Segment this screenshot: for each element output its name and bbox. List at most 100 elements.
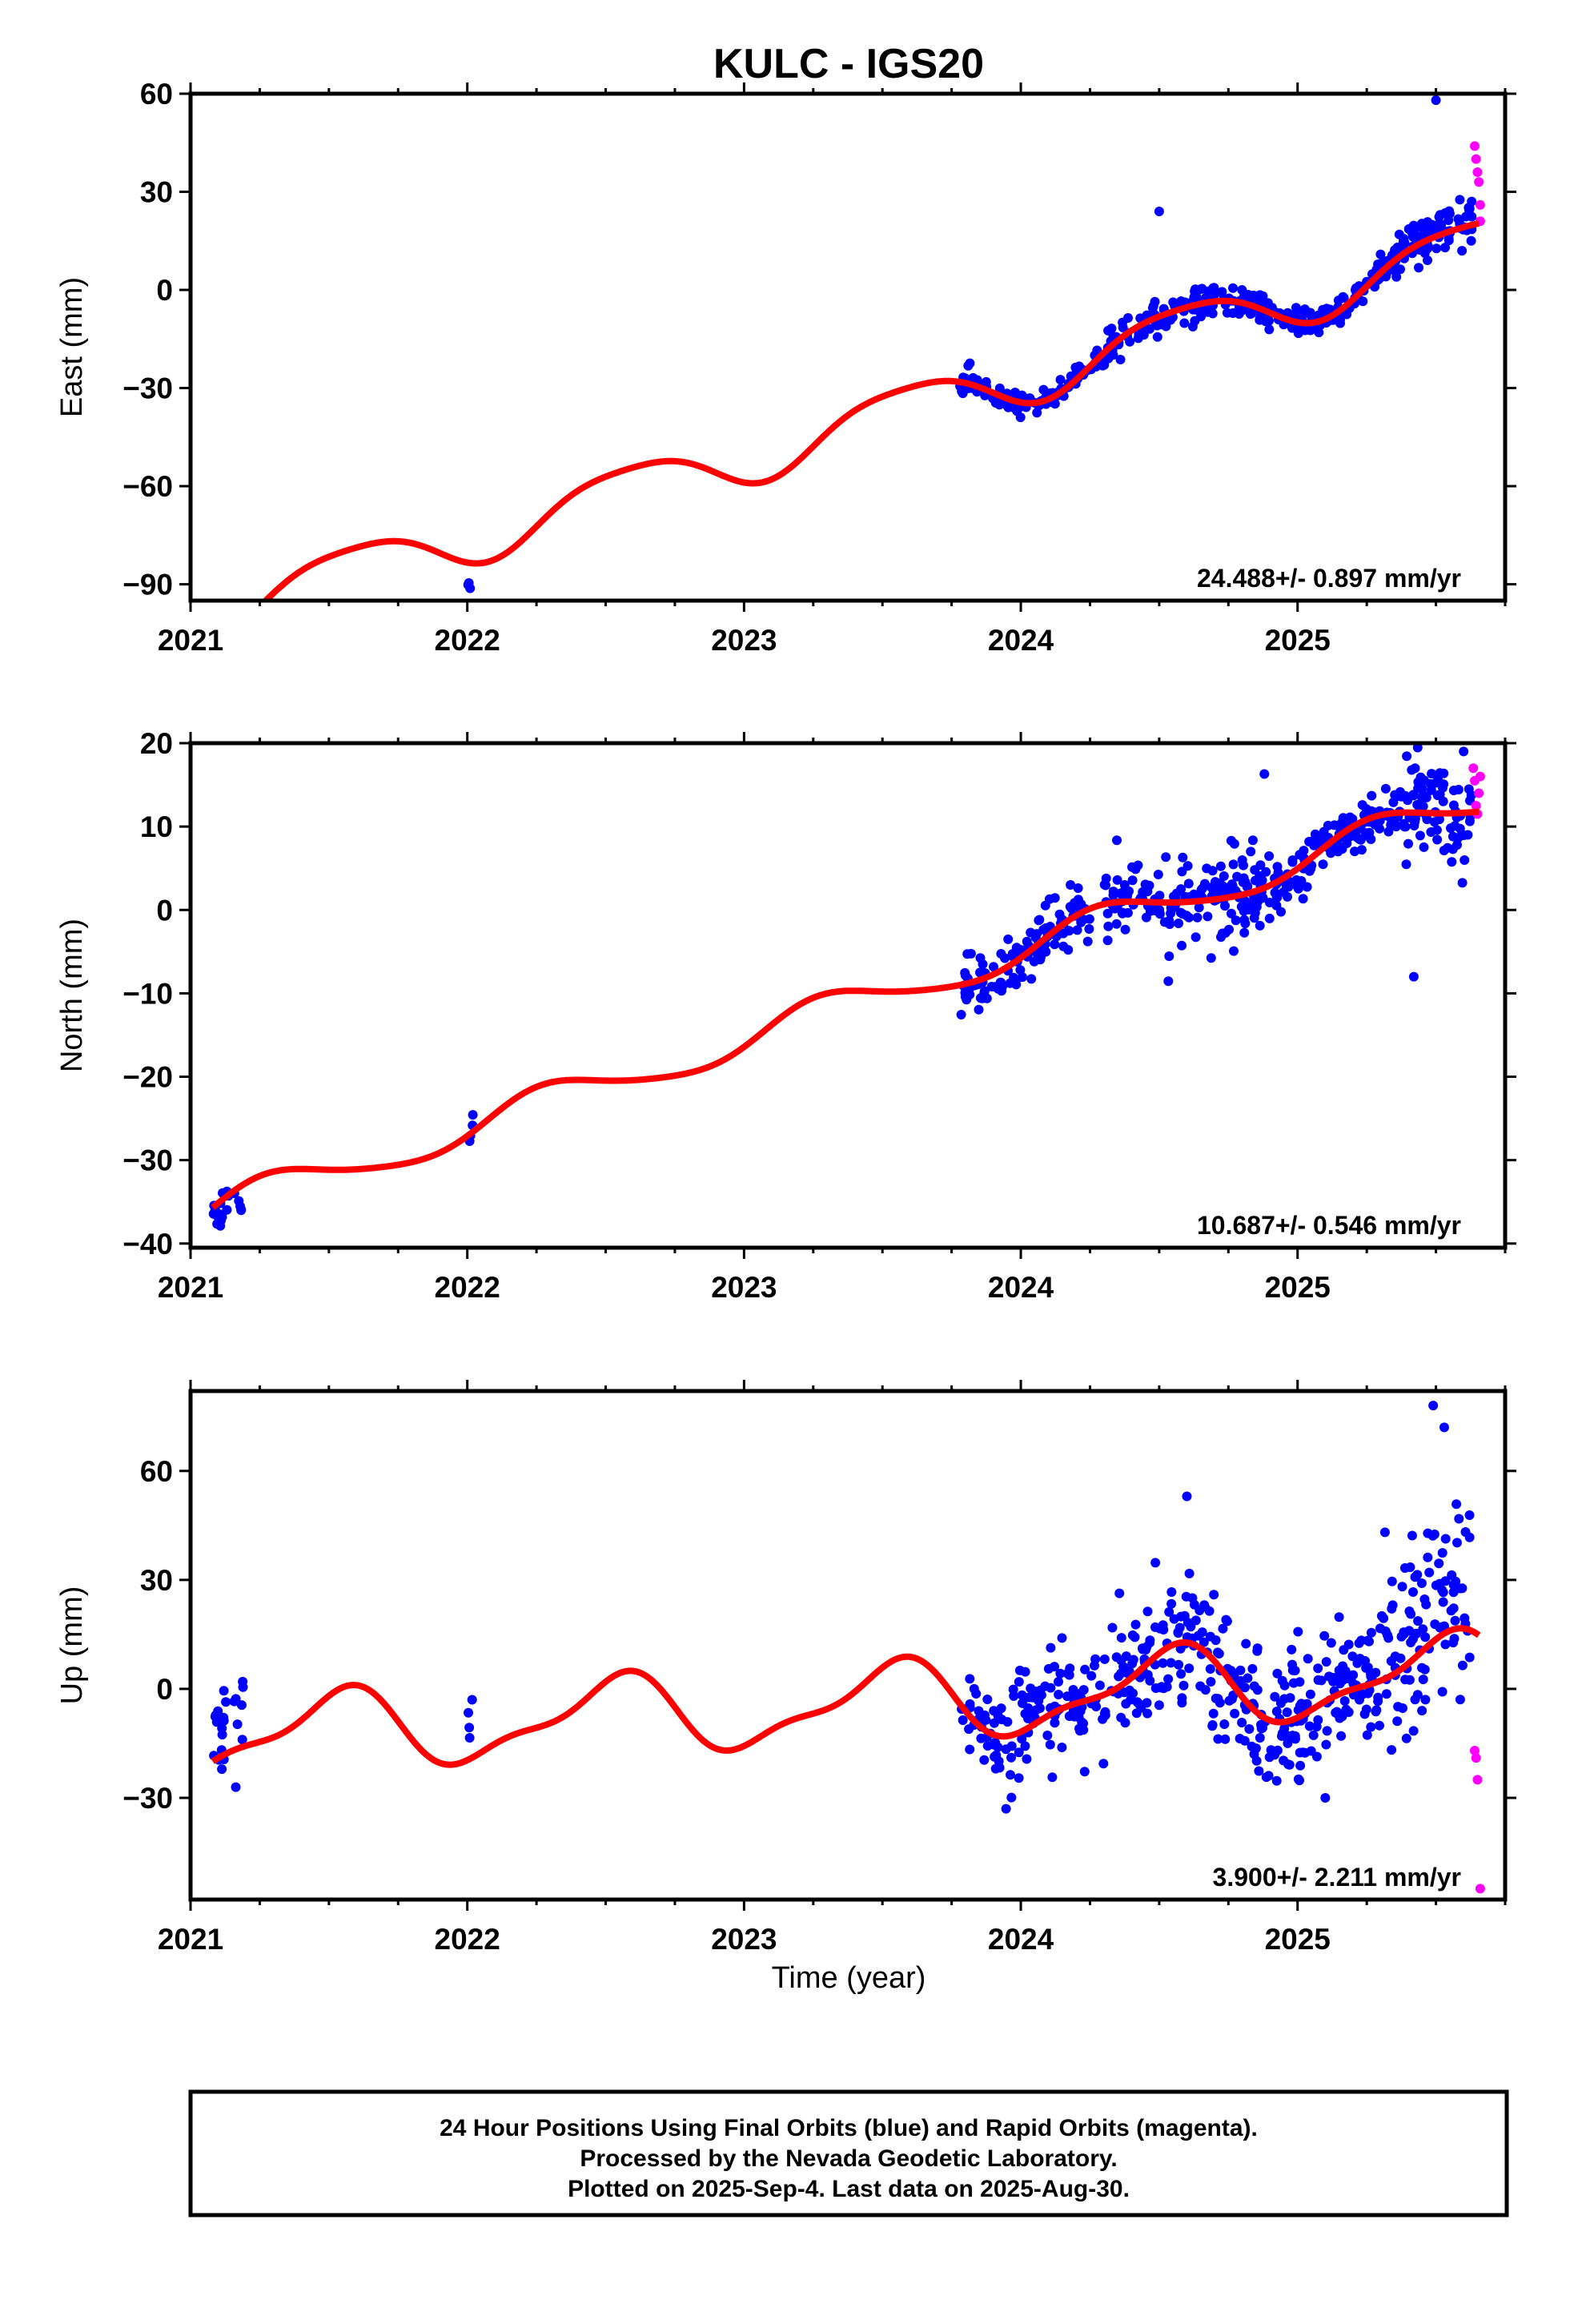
final-orbit-point	[1419, 1594, 1430, 1604]
caption-line-2: Processed by the Nevada Geodetic Laborat…	[580, 2145, 1117, 2172]
final-orbit-point	[1440, 1534, 1451, 1544]
final-orbit-point	[1191, 1615, 1201, 1626]
final-orbit-point	[1227, 881, 1238, 891]
final-orbit-point	[1247, 294, 1258, 304]
final-orbit-point	[1047, 1772, 1058, 1783]
rapid-orbit-point	[1474, 788, 1484, 798]
final-orbit-point	[1134, 1699, 1144, 1709]
final-orbit-point	[1408, 971, 1419, 982]
final-orbit-point	[1177, 940, 1186, 951]
final-orbit-point	[1006, 1770, 1015, 1780]
final-orbit-point	[1055, 1668, 1066, 1679]
final-orbit-point	[1240, 896, 1251, 907]
final-orbit-point	[1231, 915, 1241, 926]
final-orbit-point	[1410, 1695, 1420, 1705]
final-orbit-point	[1178, 852, 1188, 862]
final-orbit-point	[1153, 870, 1163, 879]
final-orbit-point	[1108, 887, 1118, 897]
final-orbit-point	[1450, 1615, 1460, 1626]
final-orbit-point	[1102, 935, 1113, 946]
final-orbit-point	[1066, 880, 1076, 890]
final-orbit-point	[1447, 844, 1458, 854]
final-orbit-point	[1375, 1720, 1384, 1731]
final-orbit-point	[1440, 208, 1451, 218]
final-orbit-point	[208, 1208, 219, 1219]
final-orbit-point	[1403, 838, 1413, 849]
final-orbit-point	[1121, 1651, 1131, 1662]
final-orbit-point	[1460, 855, 1470, 865]
final-orbit-point	[1166, 1587, 1177, 1597]
final-orbit-point	[1119, 880, 1130, 890]
final-orbit-point	[1464, 816, 1475, 826]
final-orbit-point	[1239, 927, 1250, 938]
final-orbit-point	[1277, 1728, 1287, 1739]
final-orbit-point	[1228, 283, 1238, 293]
final-orbit-point	[1164, 1606, 1174, 1617]
final-orbit-point	[1448, 786, 1459, 795]
final-orbit-point	[1464, 1652, 1475, 1663]
velocity-rate-label: 24.488+/- 0.897 mm/yr	[1197, 564, 1461, 593]
rapid-orbit-point	[1475, 1884, 1485, 1894]
final-orbit-point	[1228, 859, 1239, 870]
x-tick-label: 2023	[711, 1271, 777, 1304]
final-orbit-point	[1417, 1663, 1427, 1673]
final-orbit-point	[1032, 408, 1042, 418]
final-orbit-point	[1073, 895, 1083, 905]
x-tick-label: 2024	[988, 624, 1054, 657]
final-orbit-point	[1176, 884, 1186, 895]
final-orbit-point	[1271, 1775, 1282, 1786]
final-orbit-point	[1128, 1655, 1138, 1665]
final-orbit-point	[1272, 1668, 1283, 1679]
final-orbit-point	[464, 1723, 475, 1733]
final-orbit-point	[1237, 855, 1247, 865]
x-tick-label: 2024	[988, 1923, 1054, 1956]
final-orbit-point	[1206, 953, 1216, 963]
final-orbit-point	[1014, 1747, 1024, 1758]
final-orbit-point	[1359, 1709, 1370, 1719]
final-orbit-point	[979, 986, 990, 996]
final-orbit-point	[1116, 1712, 1126, 1723]
rapid-orbit-point	[1474, 177, 1484, 187]
x-tick-label: 2025	[1265, 1923, 1331, 1956]
final-orbit-point	[981, 1715, 991, 1725]
final-orbit-point	[1238, 305, 1248, 316]
final-orbit-point	[1101, 880, 1110, 891]
final-orbit-point	[1178, 909, 1187, 919]
final-orbit-point	[1394, 229, 1404, 239]
final-orbit-point	[1399, 1563, 1410, 1573]
final-orbit-point	[1235, 1734, 1245, 1743]
final-orbit-point	[1164, 951, 1174, 961]
final-orbit-point	[1343, 1639, 1354, 1650]
final-orbit-point	[1239, 1683, 1250, 1693]
final-orbit-point	[1034, 1703, 1045, 1713]
final-orbit-point	[1003, 934, 1014, 944]
final-orbit-point	[1287, 1644, 1297, 1655]
final-orbit-point	[994, 400, 1005, 410]
final-orbit-point	[1163, 976, 1174, 987]
rapid-orbit-point	[1469, 141, 1480, 151]
final-orbit-point	[1339, 292, 1349, 303]
final-orbit-point	[1115, 355, 1126, 364]
final-orbit-point	[1322, 304, 1332, 314]
final-orbit-point	[1407, 223, 1417, 233]
final-orbit-point	[1208, 1708, 1219, 1719]
final-orbit-point	[1408, 231, 1418, 242]
final-orbit-point	[1321, 1739, 1331, 1750]
final-orbit-point	[1255, 315, 1265, 325]
final-orbit-point	[1029, 956, 1039, 967]
final-orbit-point	[1174, 919, 1183, 928]
final-orbit-point	[1207, 866, 1218, 876]
final-orbit-point	[996, 1703, 1006, 1714]
final-orbit-point	[1435, 768, 1445, 778]
final-orbit-point	[1446, 1606, 1456, 1616]
final-orbit-point	[1142, 1606, 1153, 1617]
final-orbit-point	[234, 1196, 244, 1206]
final-orbit-point	[1356, 845, 1367, 855]
final-orbit-point	[1254, 1766, 1264, 1776]
final-orbit-point	[1264, 324, 1275, 335]
final-orbit-point	[1154, 1700, 1164, 1711]
final-orbit-point	[1423, 242, 1434, 252]
final-orbit-point	[1023, 1707, 1034, 1717]
final-orbit-point	[1253, 896, 1263, 907]
